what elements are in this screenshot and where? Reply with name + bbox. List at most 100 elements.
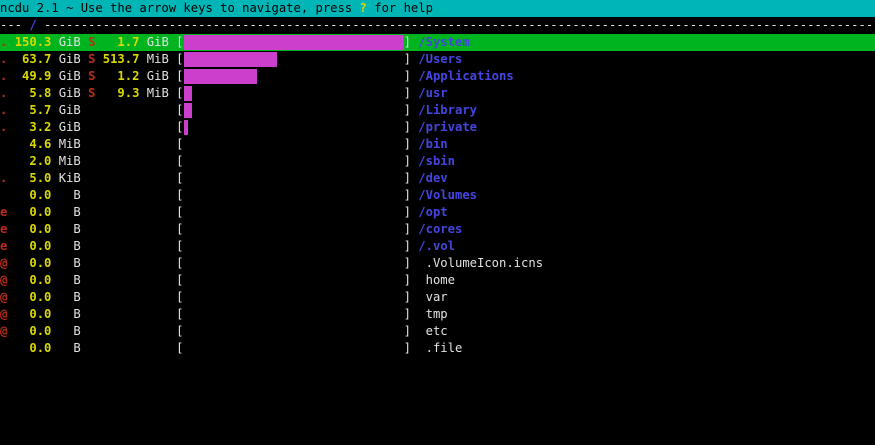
bar-open-bracket: [ <box>168 290 184 304</box>
entry-name: etc <box>410 324 448 338</box>
shared-flag <box>81 171 96 185</box>
usage-bar <box>184 136 404 153</box>
bar-open-bracket: [ <box>168 205 184 219</box>
bar-close-bracket: ] <box>403 324 411 338</box>
disk-usage-size: 0.0 <box>14 205 52 219</box>
file-row[interactable]: . 150.3 GiB S 1.7 GiB [] /System <box>0 34 875 51</box>
shared-unit <box>139 205 168 219</box>
disk-usage-size: 5.8 <box>14 86 52 100</box>
disk-usage-size: 63.7 <box>14 52 52 66</box>
file-row[interactable]: e 0.0 B [] /cores <box>0 221 875 238</box>
shared-flag <box>81 307 96 321</box>
file-row[interactable]: @ 0.0 B [] tmp <box>0 306 875 323</box>
shared-flag <box>81 188 96 202</box>
disk-usage-unit: GiB <box>51 120 81 134</box>
file-row[interactable]: @ 0.0 B [] etc <box>0 323 875 340</box>
shared-unit <box>139 154 168 168</box>
shared-size <box>95 154 139 168</box>
file-row[interactable]: 0.0 B [] /Volumes <box>0 187 875 204</box>
disk-usage-unit: B <box>51 256 81 270</box>
file-row[interactable]: 0.0 B [] .file <box>0 340 875 357</box>
disk-usage-unit: GiB <box>51 52 81 66</box>
file-row[interactable]: . 3.2 GiB [] /private <box>0 119 875 136</box>
bar-open-bracket: [ <box>168 341 184 355</box>
title-text-before: ncdu 2.1 ~ Use the arrow keys to navigat… <box>0 1 360 15</box>
usage-bar <box>183 34 404 51</box>
disk-usage-unit: B <box>51 205 81 219</box>
path-bar: --- / ------------------------------------… <box>0 17 875 34</box>
file-row[interactable]: 4.6 MiB [] /bin <box>0 136 875 153</box>
usage-bar <box>184 323 404 340</box>
usage-bar <box>183 68 404 85</box>
shared-unit <box>139 171 168 185</box>
usage-bar-fill <box>183 52 277 67</box>
disk-usage-size: 2.0 <box>14 154 52 168</box>
file-row[interactable]: 2.0 MiB [] /sbin <box>0 153 875 170</box>
shared-size: 9.3 <box>95 86 140 100</box>
file-row[interactable]: @ 0.0 B [] .VolumeIcon.icns <box>0 255 875 272</box>
disk-usage-size: 4.6 <box>14 137 52 151</box>
file-row[interactable]: . 63.7 GiB S 513.7 MiB [] /Users <box>0 51 875 68</box>
shared-size <box>95 239 139 253</box>
bar-open-bracket: [ <box>168 239 184 253</box>
disk-usage-unit: MiB <box>51 154 81 168</box>
file-row[interactable]: e 0.0 B [] /opt <box>0 204 875 221</box>
entry-name: /Library <box>410 103 477 117</box>
usage-bar <box>184 170 404 187</box>
shared-unit <box>139 307 168 321</box>
entry-name: /opt <box>410 205 448 219</box>
shared-flag: S <box>80 69 96 83</box>
flag-indicator: . <box>0 52 15 66</box>
shared-flag: S <box>80 86 96 100</box>
shared-unit <box>139 341 168 355</box>
shared-flag <box>81 222 96 236</box>
disk-usage-size: 49.9 <box>14 69 52 83</box>
disk-usage-unit: MiB <box>51 137 81 151</box>
flag-indicator: @ <box>0 307 15 321</box>
file-row[interactable]: @ 0.0 B [] var <box>0 289 875 306</box>
usage-bar <box>184 187 404 204</box>
shared-unit <box>139 222 168 236</box>
shared-size <box>95 307 139 321</box>
bar-close-bracket: ] <box>403 256 411 270</box>
file-row[interactable]: @ 0.0 B [] home <box>0 272 875 289</box>
disk-usage-unit: GiB <box>51 103 81 117</box>
file-row[interactable]: . 5.0 KiB [] /dev <box>0 170 875 187</box>
file-list: . 150.3 GiB S 1.7 GiB [] /System. 63.7 G… <box>0 34 875 357</box>
entry-name: /Volumes <box>410 188 477 202</box>
usage-bar <box>184 306 404 323</box>
file-row[interactable]: . 5.8 GiB S 9.3 MiB [] /usr <box>0 85 875 102</box>
disk-usage-size: 3.2 <box>14 120 52 134</box>
flag-indicator <box>0 154 15 168</box>
flag-indicator <box>0 137 15 151</box>
shared-unit <box>139 103 168 117</box>
shared-flag <box>81 205 96 219</box>
shared-size <box>95 120 139 134</box>
file-row[interactable]: e 0.0 B [] /.vol <box>0 238 875 255</box>
shared-size <box>95 188 139 202</box>
disk-usage-unit: B <box>51 324 81 338</box>
bar-open-bracket: [ <box>168 171 184 185</box>
bar-open-bracket: [ <box>168 154 184 168</box>
bar-close-bracket: ] <box>403 86 411 100</box>
entry-name: .file <box>410 341 463 355</box>
entry-name: /private <box>410 120 477 134</box>
title-bar: ncdu 2.1 ~ Use the arrow keys to navigat… <box>0 0 875 17</box>
shared-size <box>95 341 139 355</box>
shared-size <box>95 171 139 185</box>
disk-usage-unit: B <box>51 290 81 304</box>
flag-indicator: . <box>0 171 15 185</box>
usage-bar <box>184 238 404 255</box>
bar-close-bracket: ] <box>403 239 411 253</box>
bar-open-bracket: [ <box>168 120 184 134</box>
shared-unit: MiB <box>139 86 169 100</box>
file-row[interactable]: . 5.7 GiB [] /Library <box>0 102 875 119</box>
file-row[interactable]: . 49.9 GiB S 1.2 GiB [] /Applications <box>0 68 875 85</box>
shared-size <box>95 137 139 151</box>
shared-unit: MiB <box>139 52 169 66</box>
shared-size <box>95 273 139 287</box>
entry-name: /sbin <box>410 154 455 168</box>
path-dashes: ----------------------------------------… <box>44 18 874 32</box>
shared-flag <box>81 290 96 304</box>
